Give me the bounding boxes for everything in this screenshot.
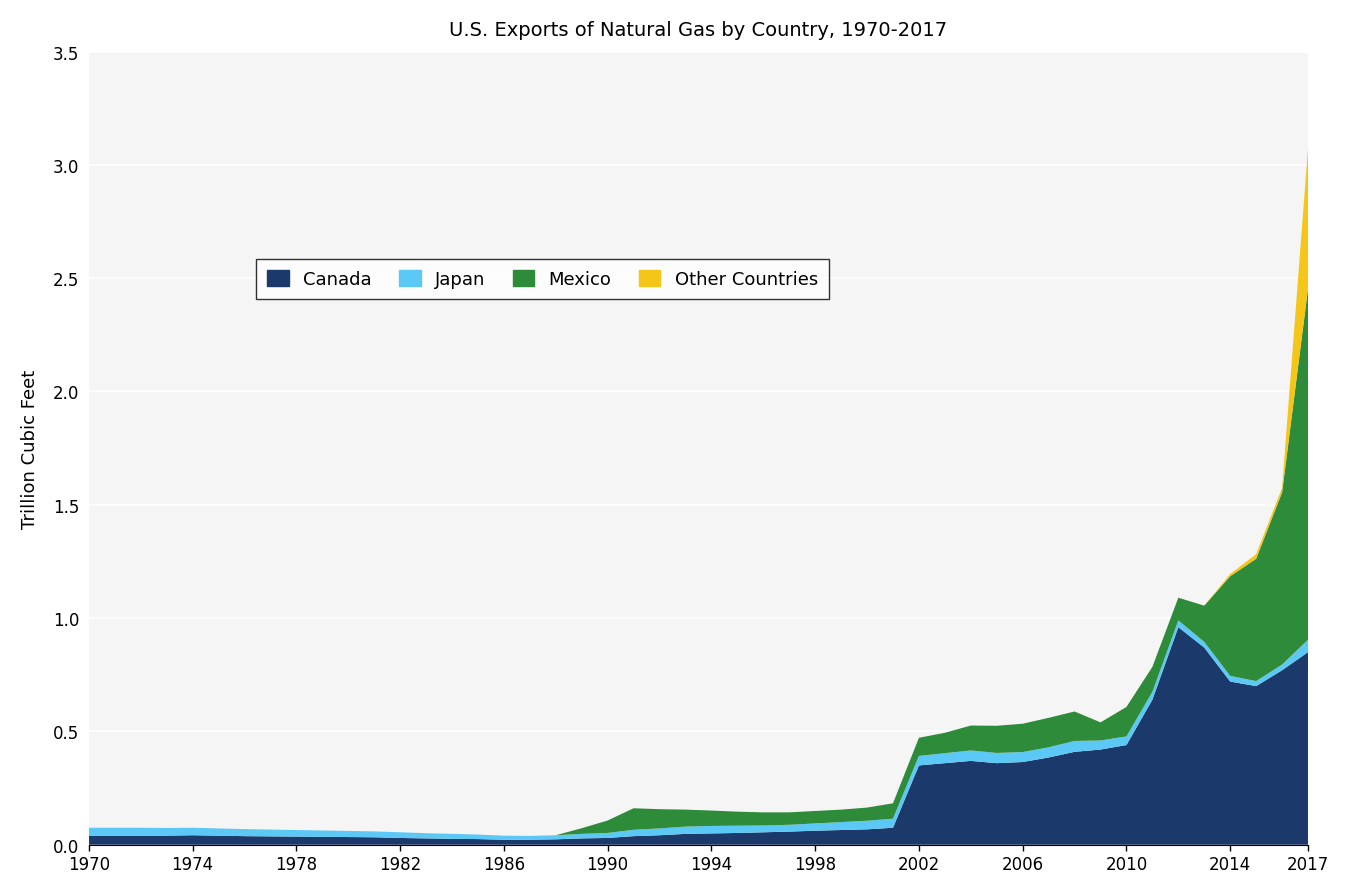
Legend: Canada, Japan, Mexico, Other Countries: Canada, Japan, Mexico, Other Countries (256, 259, 829, 299)
Y-axis label: Trillion Cubic Feet: Trillion Cubic Feet (20, 369, 39, 528)
Title: U.S. Exports of Natural Gas by Country, 1970-2017: U.S. Exports of Natural Gas by Country, … (450, 21, 948, 40)
